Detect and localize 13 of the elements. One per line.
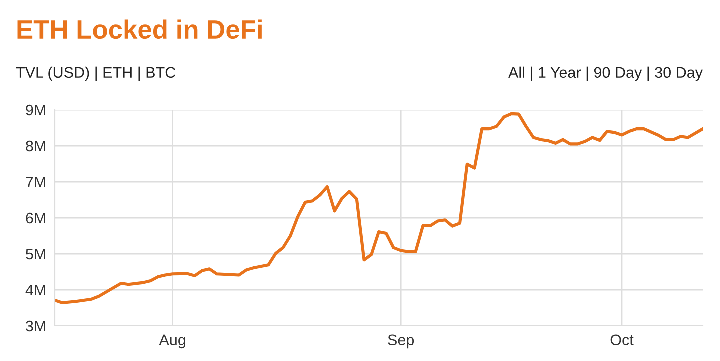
x-tick-label: Oct [610, 334, 634, 346]
y-tick-label: 7M [26, 177, 46, 188]
chart-title: ETH Locked in DeFi [18, 20, 262, 40]
y-tick-label: 4M [26, 285, 46, 296]
y-tick-label: 5M [26, 249, 46, 260]
y-tick-label: 3M [26, 320, 46, 332]
y-tick-label: 9M [26, 104, 46, 116]
text: TVL (USD) | ETH | BTC [16, 66, 176, 82]
x-tick-label: Sep [388, 334, 414, 349]
text: All | 1 Year | 90 Day | 30 Day [508, 66, 703, 82]
x-tick-label: Aug [159, 334, 186, 349]
y-tick-label: 8M [26, 140, 46, 152]
y-tick-label: 6M [26, 212, 46, 224]
